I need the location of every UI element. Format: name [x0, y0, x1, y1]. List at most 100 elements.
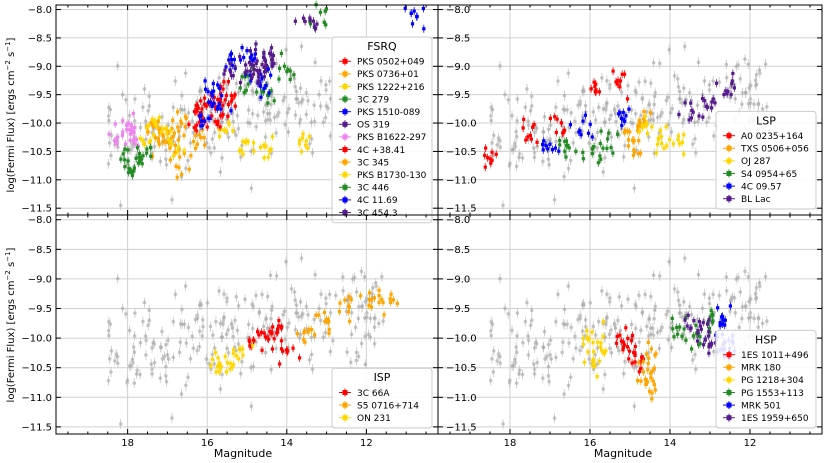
data-point — [257, 70, 261, 75]
background-point — [513, 144, 518, 149]
data-point — [707, 330, 711, 334]
background-point — [514, 350, 519, 355]
background-point — [166, 357, 171, 361]
legend-title: ISP — [374, 371, 391, 384]
background-point — [692, 120, 697, 125]
background-point — [106, 162, 111, 166]
legend-label: TXS 0506+056 — [740, 145, 809, 155]
data-point — [286, 349, 290, 353]
data-point — [421, 6, 426, 11]
data-point — [202, 136, 206, 140]
data-point — [131, 111, 135, 116]
data-point — [288, 77, 292, 82]
data-point — [304, 139, 308, 143]
background-point — [150, 372, 154, 376]
background-point — [166, 123, 170, 127]
y-tick-label: −8.0 — [446, 215, 470, 226]
data-point — [601, 320, 606, 324]
data-point — [647, 389, 652, 393]
background-point — [660, 110, 664, 115]
data-point — [145, 147, 149, 151]
data-point — [200, 128, 205, 132]
background-point — [269, 316, 273, 321]
data-point — [154, 124, 159, 128]
background-point — [160, 357, 165, 361]
background-point — [285, 325, 290, 330]
background-point — [526, 338, 531, 343]
data-point — [203, 102, 207, 106]
data-point — [609, 145, 613, 150]
data-point — [170, 142, 174, 146]
background-point — [554, 319, 558, 324]
data-point — [277, 77, 281, 81]
data-point — [694, 323, 698, 328]
data-point — [222, 80, 226, 84]
data-point — [267, 148, 272, 153]
data-point — [177, 165, 181, 170]
background-point — [515, 119, 519, 123]
data-point — [660, 141, 664, 145]
background-point — [490, 356, 494, 361]
background-point — [607, 117, 612, 122]
data-point — [645, 131, 650, 135]
background-point — [488, 378, 493, 383]
x-tick-label: 12 — [360, 438, 373, 449]
background-point — [655, 330, 660, 335]
data-point — [224, 65, 228, 69]
background-point — [601, 387, 606, 391]
data-point — [239, 148, 243, 152]
legend-marker — [342, 197, 348, 203]
data-point — [628, 130, 632, 134]
data-point — [218, 365, 223, 369]
data-point — [684, 316, 688, 320]
series-s4-0954-65 — [558, 127, 620, 167]
data-point — [579, 133, 583, 137]
background-point — [205, 301, 210, 305]
data-point — [150, 117, 154, 122]
data-point — [266, 67, 270, 71]
legend-marker — [726, 196, 732, 202]
data-point — [227, 121, 231, 125]
background-point — [373, 281, 378, 285]
data-point — [251, 72, 256, 76]
data-point — [650, 391, 654, 395]
background-point — [728, 309, 732, 314]
background-point — [655, 115, 660, 120]
background-point — [498, 354, 502, 359]
background-point — [152, 144, 157, 149]
background-point — [138, 340, 143, 345]
data-point — [232, 348, 236, 352]
data-point — [389, 292, 393, 296]
data-point — [164, 140, 168, 144]
background-point — [380, 274, 384, 279]
background-point — [652, 316, 656, 321]
background-point — [249, 404, 254, 409]
data-point — [199, 113, 203, 117]
y-label-text: s — [6, 52, 17, 60]
background-point — [757, 281, 762, 285]
background-point — [765, 319, 769, 323]
series-1es-1011-496 — [614, 323, 646, 376]
data-point — [710, 106, 714, 110]
background-point — [144, 353, 148, 357]
background-point — [593, 333, 598, 337]
background-point — [490, 107, 495, 112]
background-point — [651, 60, 656, 65]
background-point — [236, 342, 241, 346]
data-point — [113, 122, 117, 126]
data-point — [259, 330, 264, 334]
background-point — [293, 84, 297, 89]
background-point — [707, 115, 711, 120]
data-point — [258, 84, 262, 88]
data-point — [306, 330, 310, 334]
background-point — [264, 316, 268, 321]
data-point — [730, 82, 734, 86]
data-point — [349, 298, 353, 302]
data-point — [262, 156, 266, 160]
data-point — [623, 119, 627, 123]
data-point — [686, 313, 690, 317]
data-point — [200, 123, 204, 128]
data-point — [633, 360, 637, 364]
legend-marker — [342, 121, 348, 127]
background-point — [283, 337, 287, 342]
